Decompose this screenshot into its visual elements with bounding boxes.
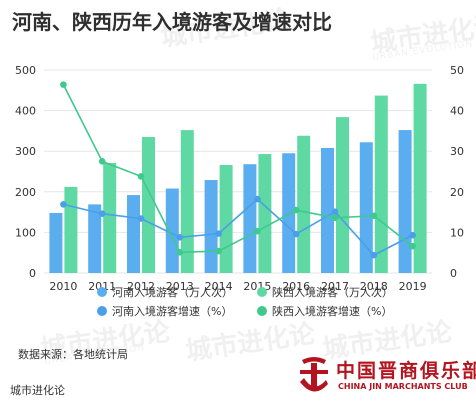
line-point-henan [292, 230, 300, 238]
legend-marker [97, 306, 107, 316]
legend-marker [257, 306, 267, 316]
bar-henan [243, 164, 257, 273]
club-logo-en: CHINA JIN MARCHANTS CLUB [338, 382, 468, 391]
legend-label: 河南入境游客增速（%） [112, 304, 232, 318]
bar-henan [282, 153, 296, 273]
legend-marker [257, 287, 267, 297]
x-tick-label: 2016 [282, 280, 310, 293]
line-point-henan [60, 201, 67, 208]
bar-shaanxi [297, 135, 311, 273]
y2-tick-label: 0 [450, 267, 457, 280]
bar-henan [204, 180, 218, 273]
legend-label: 陕西入境游客增速（%） [272, 304, 392, 318]
x-tick-label: 2014 [205, 280, 233, 293]
bar-henan [165, 188, 179, 273]
bar-shaanxi [142, 136, 155, 273]
line-point-henan [370, 251, 378, 259]
series-line-shaanxi [62, 84, 414, 254]
line-point-shaanxi [292, 206, 300, 214]
data-source: 数据来源：各地统计局 [18, 348, 128, 361]
line-point-shaanxi [254, 227, 261, 235]
bar-shaanxi [103, 162, 117, 273]
y-tick-label: 200 [15, 186, 36, 199]
x-tick-label: 2018 [360, 280, 388, 293]
club-logo-mark-icon [300, 357, 328, 392]
y2-tick-label: 40 [450, 105, 464, 118]
y-tick-label: 100 [15, 226, 36, 239]
line-point-shaanxi [215, 247, 222, 255]
line-point-henan [98, 210, 106, 218]
x-tick-label: 2017 [321, 280, 349, 293]
bar-shaanxi [336, 117, 349, 273]
bar-shaanxi [258, 154, 272, 273]
line-point-henan [331, 208, 339, 215]
line-point-shaanxi [60, 81, 67, 88]
bar-henan [321, 147, 334, 273]
bar-shaanxi [374, 95, 388, 273]
club-logo: 中国晋商俱乐部 CHINA JIN MARCHANTS CLUB [296, 354, 476, 398]
line-point-shaanxi [409, 242, 416, 250]
bar-shaanxi [413, 83, 427, 273]
bar-henan [359, 142, 373, 273]
x-tick-label: 2013 [166, 280, 194, 293]
line-point-henan [409, 231, 416, 239]
club-logo-cn: 中国晋商俱乐部 [336, 360, 476, 382]
bar-shaanxi [219, 165, 233, 273]
bar-shaanxi [64, 186, 78, 273]
x-tick-label: 2012 [127, 280, 155, 293]
y-tick-label: 500 [15, 64, 36, 77]
bar-henan [398, 130, 412, 273]
y-tick-label: 0 [29, 267, 36, 280]
series-line-henan [63, 198, 413, 257]
chart-title: 河南、陕西历年入境游客及增速对比 [12, 10, 332, 34]
line-point-shaanxi [98, 158, 106, 165]
x-tick-label: 2010 [49, 280, 77, 293]
line-point-henan [215, 230, 222, 237]
line-point-shaanxi [370, 212, 378, 220]
line-point-henan [137, 215, 145, 222]
legend-marker [97, 287, 107, 297]
x-tick-label: 2019 [399, 280, 427, 293]
legend-label: 河南入境游客（万人次） [112, 285, 233, 299]
y2-tick-label: 10 [450, 226, 464, 239]
bar-henan [49, 212, 63, 273]
line-point-shaanxi [176, 248, 184, 256]
x-tick-label: 2011 [88, 280, 116, 293]
legend-label: 陕西入境游客（万人次） [272, 285, 393, 299]
y2-tick-label: 20 [450, 186, 464, 199]
bar-henan [88, 204, 102, 273]
y-tick-label: 300 [15, 145, 36, 158]
footer-brand: 城市进化论 [10, 384, 65, 397]
line-point-shaanxi [331, 214, 339, 222]
y2-tick-label: 50 [450, 64, 464, 77]
chart: 0 100 200 300 400 500 0 10 20 30 40 50 2010 2011 2012 2… [15, 64, 464, 318]
line-point-henan [254, 195, 261, 203]
y2-tick-label: 30 [450, 145, 464, 158]
line-point-shaanxi [137, 173, 145, 180]
y-tick-label: 400 [15, 105, 36, 118]
line-point-henan [176, 233, 184, 241]
bar-henan [127, 195, 140, 273]
